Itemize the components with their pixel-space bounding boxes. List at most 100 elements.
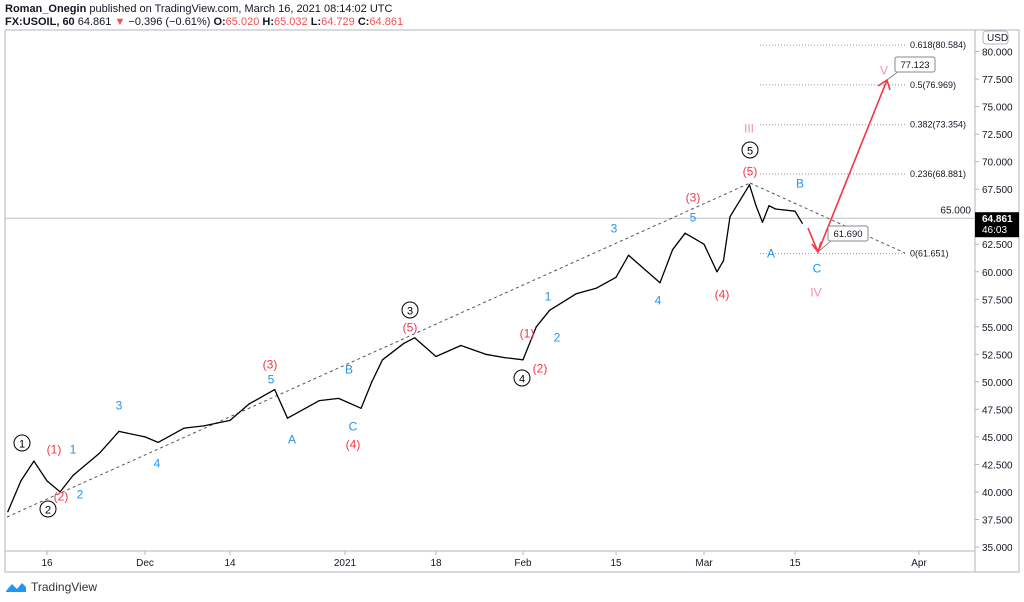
price-point <box>575 293 577 295</box>
bar-countdown: 46:03 <box>982 225 1007 236</box>
trendline-down <box>749 182 906 254</box>
y-tick-label: 62.500 <box>982 240 1013 251</box>
author: Roman_Onegin <box>5 3 87 15</box>
x-tick-label: 15 <box>789 558 801 569</box>
price-point <box>684 232 686 234</box>
fib-level-label: 0.618(80.584) <box>910 40 966 50</box>
wave-circle <box>39 500 57 518</box>
wave-label: (1) <box>47 443 62 457</box>
price-point <box>144 436 146 438</box>
open-label: O: <box>213 16 226 28</box>
currency-label: USD <box>987 33 1008 44</box>
wave-label: (3) <box>263 358 278 372</box>
wave-label: A <box>767 247 775 261</box>
price-callout <box>827 225 869 242</box>
last-price-value: 64.861 <box>982 214 1013 225</box>
price-point <box>371 381 373 383</box>
y-tick-label: 35.000 <box>982 543 1013 554</box>
low-label: L: <box>310 16 322 28</box>
open-value: 65.020 <box>225 16 260 28</box>
last-price-marker <box>975 212 1019 238</box>
price-point <box>274 388 276 391</box>
tradingview-logo[interactable]: TradingView <box>5 580 97 594</box>
wave-label: 4 <box>655 294 662 308</box>
wave-label: (5) <box>743 165 758 179</box>
wave-label: 2 <box>45 505 51 517</box>
y-tick-label: 55.000 <box>982 323 1013 334</box>
price-point <box>503 357 505 359</box>
price-point <box>774 208 777 210</box>
fib-level-label: 0(61.651) <box>910 249 949 259</box>
price-point <box>671 249 674 251</box>
price-line <box>7 184 803 513</box>
price-point <box>722 260 725 262</box>
wave-label: A <box>288 433 296 447</box>
price-point <box>548 309 551 311</box>
y-tick-label: 60.000 <box>982 268 1013 279</box>
last-price: 64.861 <box>77 16 112 28</box>
price-callout <box>894 56 936 73</box>
y-tick-label: 47.500 <box>982 405 1013 416</box>
price-point <box>229 419 231 421</box>
wave-label: (3) <box>686 191 701 205</box>
wave-label: 1 <box>19 439 25 451</box>
price-point <box>413 337 416 339</box>
x-tick-label: Mar <box>695 558 713 569</box>
price-point <box>801 222 803 224</box>
wave-label: V <box>880 64 888 78</box>
wave-label: III <box>744 122 754 136</box>
wave-label: 5 <box>747 146 753 158</box>
wave-label: 3 <box>407 306 413 318</box>
y-tick-label: 77.500 <box>982 75 1013 86</box>
price-point <box>485 353 487 355</box>
close-value: 64.861 <box>369 16 404 28</box>
price-point <box>640 265 642 267</box>
price-point <box>183 427 185 429</box>
high-label: H: <box>262 16 274 28</box>
wave-label: 2 <box>554 331 561 345</box>
x-tick-label: 18 <box>430 558 442 569</box>
price-point <box>729 216 731 218</box>
price-point <box>761 221 764 223</box>
y-tick-label: 37.500 <box>982 515 1013 526</box>
wave-label: (2) <box>533 362 548 376</box>
symbol-name: FX:USOIL, 60 <box>5 16 75 28</box>
y-tick-label: 57.500 <box>982 295 1013 306</box>
y-tick-label: 45.000 <box>982 433 1013 444</box>
price-point <box>318 399 321 402</box>
price-callout-label: 61.690 <box>833 229 862 240</box>
publish-info: Roman_Onegin published on TradingView.co… <box>5 3 392 15</box>
tradingview-logo-icon <box>6 583 26 592</box>
wave-circle <box>741 141 759 159</box>
wave-label: B <box>796 177 804 191</box>
price-point <box>535 326 537 328</box>
price-point <box>203 425 205 427</box>
fib-level-label: 0.5(76.969) <box>910 80 956 90</box>
x-tick-label: Apr <box>911 558 927 569</box>
price-point <box>768 205 770 207</box>
wave-label: C <box>349 420 358 434</box>
y-tick-label: 67.500 <box>982 185 1013 196</box>
price-point <box>338 397 340 399</box>
price-point <box>460 344 462 347</box>
wave-label: (4) <box>715 288 730 302</box>
price-point <box>248 403 250 405</box>
price-point <box>46 480 48 482</box>
price-point <box>659 282 661 284</box>
wave-label: 5 <box>268 373 275 387</box>
x-tick-label: 15 <box>610 558 622 569</box>
y-tick-label: 70.000 <box>982 158 1013 169</box>
fib-level-label: 0.382(73.354) <box>910 120 966 130</box>
wave-label: (2) <box>54 490 69 504</box>
price-point <box>72 474 74 477</box>
trendline-upper <box>6 182 751 518</box>
publish-date: published on TradingView.com, March 16, … <box>89 3 393 15</box>
wave-label: 5 <box>690 211 697 225</box>
wave-circle <box>513 369 531 387</box>
low-value: 64.729 <box>321 16 355 28</box>
x-tick-label: Feb <box>514 558 532 569</box>
wave-circle <box>401 301 419 319</box>
wave-label: 1 <box>70 443 77 457</box>
wave-label: 3 <box>116 399 123 413</box>
